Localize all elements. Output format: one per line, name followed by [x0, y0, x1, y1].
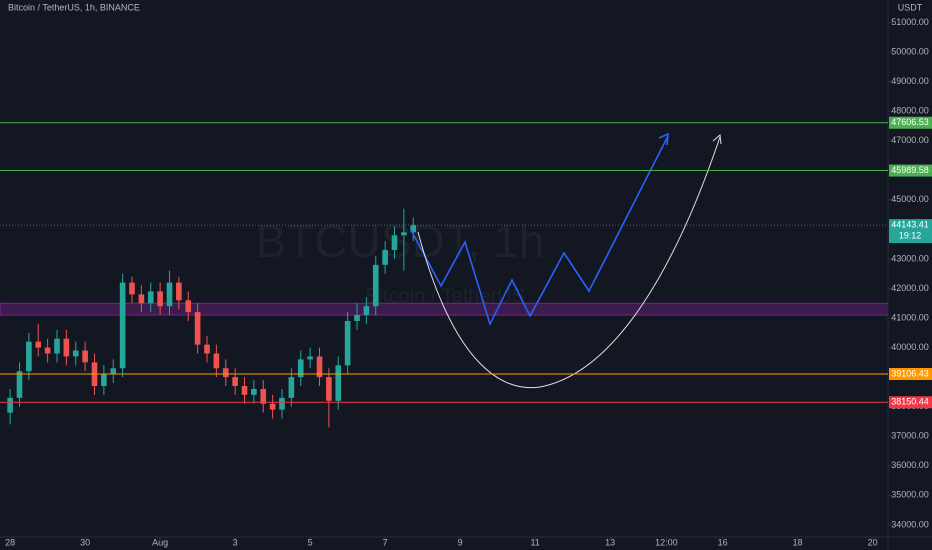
countdown-label: 19:12 [899, 230, 922, 240]
candle-body [194, 312, 201, 345]
candle-body [297, 359, 304, 378]
x-tick-label: 18 [793, 537, 803, 547]
y-tick-label: 48000.00 [891, 106, 929, 116]
candle-body [157, 291, 163, 307]
candle-body [363, 306, 370, 316]
y-tick-label: 42000.00 [891, 283, 929, 293]
x-tick-label: Aug [152, 537, 168, 547]
last-price-label: 44143.41 [891, 219, 929, 229]
x-tick-label: 3 [233, 537, 238, 547]
drawings [410, 132, 722, 389]
candle-body [54, 338, 60, 354]
candle-body [251, 388, 257, 395]
level-label: 38150.44 [891, 397, 929, 407]
candle-body [222, 368, 229, 378]
candle-body [269, 403, 276, 410]
price-unit: USDT [898, 2, 923, 12]
candle-body [110, 368, 117, 375]
candle-body [344, 320, 351, 366]
x-tick-label: 7 [383, 537, 388, 547]
candle-body [326, 377, 332, 401]
y-tick-label: 37000.00 [891, 431, 929, 441]
y-tick-label: 50000.00 [891, 46, 929, 56]
support-zone [0, 302, 889, 316]
x-tick-label: 9 [458, 537, 463, 547]
level-badge [889, 367, 932, 380]
candle-body [7, 397, 13, 413]
x-tick-label: 28 [5, 537, 15, 547]
candle-body [232, 377, 238, 387]
level-label: 45989.58 [891, 165, 929, 175]
candle-body [138, 294, 145, 304]
candle-body [166, 282, 173, 307]
zigzag-arrow [658, 132, 669, 146]
candle-body [119, 282, 126, 369]
candle-body [185, 300, 192, 313]
level-badge [889, 116, 932, 129]
candle-body [410, 225, 417, 233]
y-tick-label: 49000.00 [891, 76, 929, 86]
candle-body [26, 341, 32, 372]
candle-body [354, 315, 360, 321]
candle-body [307, 356, 313, 360]
candle-body [35, 341, 42, 348]
candle-body [129, 282, 135, 295]
candle-body [213, 353, 220, 369]
candle-body [176, 282, 182, 301]
candle-body [316, 356, 323, 378]
candle-body [401, 232, 407, 236]
x-tick-label: 5 [308, 537, 313, 547]
candle-body [147, 291, 154, 304]
level-badge [889, 164, 932, 177]
candle-body [288, 377, 295, 398]
candle-body [44, 347, 51, 354]
x-tick-label: 11 [530, 537, 539, 547]
x-tick-label: 20 [868, 537, 878, 547]
projection-zigzag [410, 135, 669, 327]
candle-body [82, 350, 88, 363]
level-label: 47606.53 [891, 117, 929, 127]
curve-arrow [712, 134, 722, 145]
y-tick-label: 51000.00 [891, 17, 929, 27]
projection-curve [417, 136, 721, 389]
watermark: BTCUSDT, 1h [256, 215, 545, 267]
y-tick-label: 40000.00 [891, 342, 929, 352]
y-tick-label: 43000.00 [891, 253, 929, 263]
x-tick-label: 16 [718, 537, 728, 547]
candle-body [260, 388, 267, 404]
y-tick-label: 35000.00 [891, 490, 929, 500]
candle-body [382, 250, 388, 265]
last-price-badge [889, 219, 932, 244]
y-tick-label: 36000.00 [891, 460, 929, 470]
candle-body [204, 344, 210, 354]
candle-body [72, 350, 79, 357]
candle-body [16, 371, 23, 398]
y-tick-label: 34000.00 [891, 519, 929, 529]
candle-body [391, 235, 398, 251]
candle-body [63, 338, 70, 357]
candle-body [101, 374, 107, 387]
watermark-sub: Bitcoin / TetherUS [365, 285, 525, 307]
level-label: 39106.43 [891, 368, 929, 378]
y-tick-label: 41000.00 [891, 312, 929, 322]
candle-body [241, 386, 248, 395]
candle-body [372, 264, 379, 307]
x-tick-label: 13 [605, 537, 615, 547]
level-badge [889, 396, 932, 409]
candle-body [335, 365, 342, 401]
y-tick-label: 45000.00 [891, 194, 929, 204]
y-tick-label: 47000.00 [891, 135, 929, 145]
candle-body [279, 397, 285, 410]
x-tick-label: 12:00 [655, 537, 678, 547]
x-tick-label: 30 [80, 537, 90, 547]
chart-title: Bitcoin / TetherUS, 1h, BINANCE [8, 2, 140, 12]
